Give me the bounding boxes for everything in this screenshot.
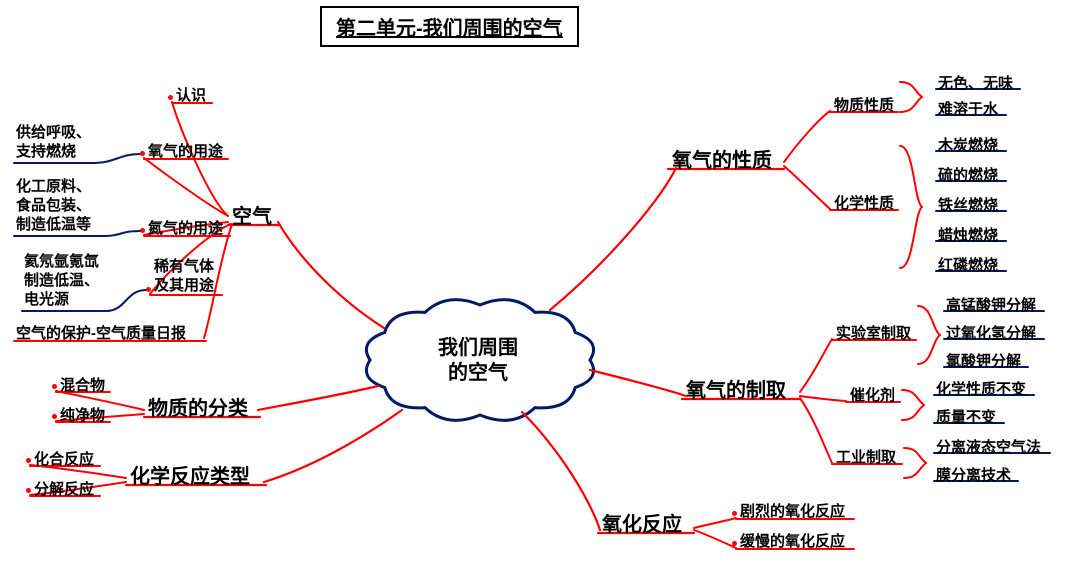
center-line2: 的空气	[448, 362, 508, 384]
bullet	[168, 95, 173, 100]
detail-air-3: 氦氖氩氪氙制造低温、电光源	[24, 253, 99, 309]
leaf-o2_make-2-0: 分离液态空气法	[936, 436, 1041, 457]
leaf-o2_property-1-2: 铁丝燃烧	[938, 194, 998, 215]
leaf-o2_property-0-1: 难溶于水	[938, 98, 998, 119]
center-line1: 我们周围	[438, 337, 518, 359]
node-o2_property-1: 化学性质	[834, 192, 894, 213]
leaf-o2_property-0-0: 无色、无味	[938, 72, 1013, 93]
node-o2_property-0: 物质性质	[834, 94, 894, 115]
node-matter_class-1: 纯净物	[60, 404, 105, 425]
node-o2_make-1: 催化剂	[850, 384, 895, 405]
bullet	[140, 228, 145, 233]
node-o2_make-0: 实验室制取	[836, 322, 911, 343]
detail-air-2: 化工原料、食品包装、制造低温等	[16, 178, 91, 234]
detail-air-1: 供给呼吸、支持燃烧	[16, 124, 91, 162]
branch-o2_property: 氧气的性质	[672, 144, 772, 173]
bullet	[26, 458, 31, 463]
bullet	[732, 511, 737, 516]
node-air-1: 氧气的用途	[148, 140, 223, 161]
leaf-o2_make-0-1: 过氧化氢分解	[946, 322, 1036, 343]
branch-oxidation: 氧化反应	[602, 508, 682, 537]
leaf-o2_make-2-1: 膜分离技术	[936, 464, 1011, 485]
bullet	[52, 384, 57, 389]
leaf-o2_property-1-3: 蜡烛燃烧	[938, 224, 998, 245]
leaf-o2_make-0-0: 高锰酸钾分解	[946, 294, 1036, 315]
leaf-o2_make-1-0: 化学性质不变	[936, 378, 1026, 399]
branch-matter_class: 物质的分类	[148, 392, 248, 421]
center-topic: 我们周围 的空气	[438, 336, 518, 386]
node-oxidation-0: 剧烈的氧化反应	[740, 500, 845, 521]
mindmap-canvas: 第二单元-我们周围的空气 我们周围 的空气 空气 认识氧气的用途 供给呼吸、支持燃烧…	[0, 0, 1080, 571]
bullet	[732, 541, 737, 546]
bullet	[52, 414, 57, 419]
branch-o2_make: 氧气的制取	[686, 374, 786, 403]
page-title: 第二单元-我们周围的空气	[320, 6, 579, 47]
branch-air: 空气	[232, 200, 272, 229]
bullet	[26, 488, 31, 493]
bullet	[140, 151, 145, 156]
leaf-o2_property-1-4: 红磷燃烧	[938, 254, 998, 275]
node-matter_class-0: 混合物	[60, 374, 105, 395]
branch-reaction_type: 化学反应类型	[130, 460, 250, 489]
leaf-o2_property-1-1: 硫的燃烧	[938, 164, 998, 185]
leaf-o2_make-0-2: 氯酸钾分解	[946, 350, 1021, 371]
node-air-2: 氮气的用途	[148, 217, 223, 238]
leaf-o2_property-1-0: 木炭燃烧	[938, 134, 998, 155]
node-air-4: 空气的保护-空气质量日报	[16, 322, 186, 343]
node-oxidation-1: 缓慢的氧化反应	[740, 530, 845, 551]
node-reaction_type-1: 分解反应	[34, 478, 94, 499]
bullet	[146, 287, 151, 292]
node-air-3: 稀有气体及其用途	[154, 258, 214, 296]
node-reaction_type-0: 化合反应	[34, 448, 94, 469]
leaf-o2_make-1-1: 质量不变	[936, 406, 996, 427]
node-air-0: 认识	[176, 84, 206, 105]
node-o2_make-2: 工业制取	[836, 446, 896, 467]
